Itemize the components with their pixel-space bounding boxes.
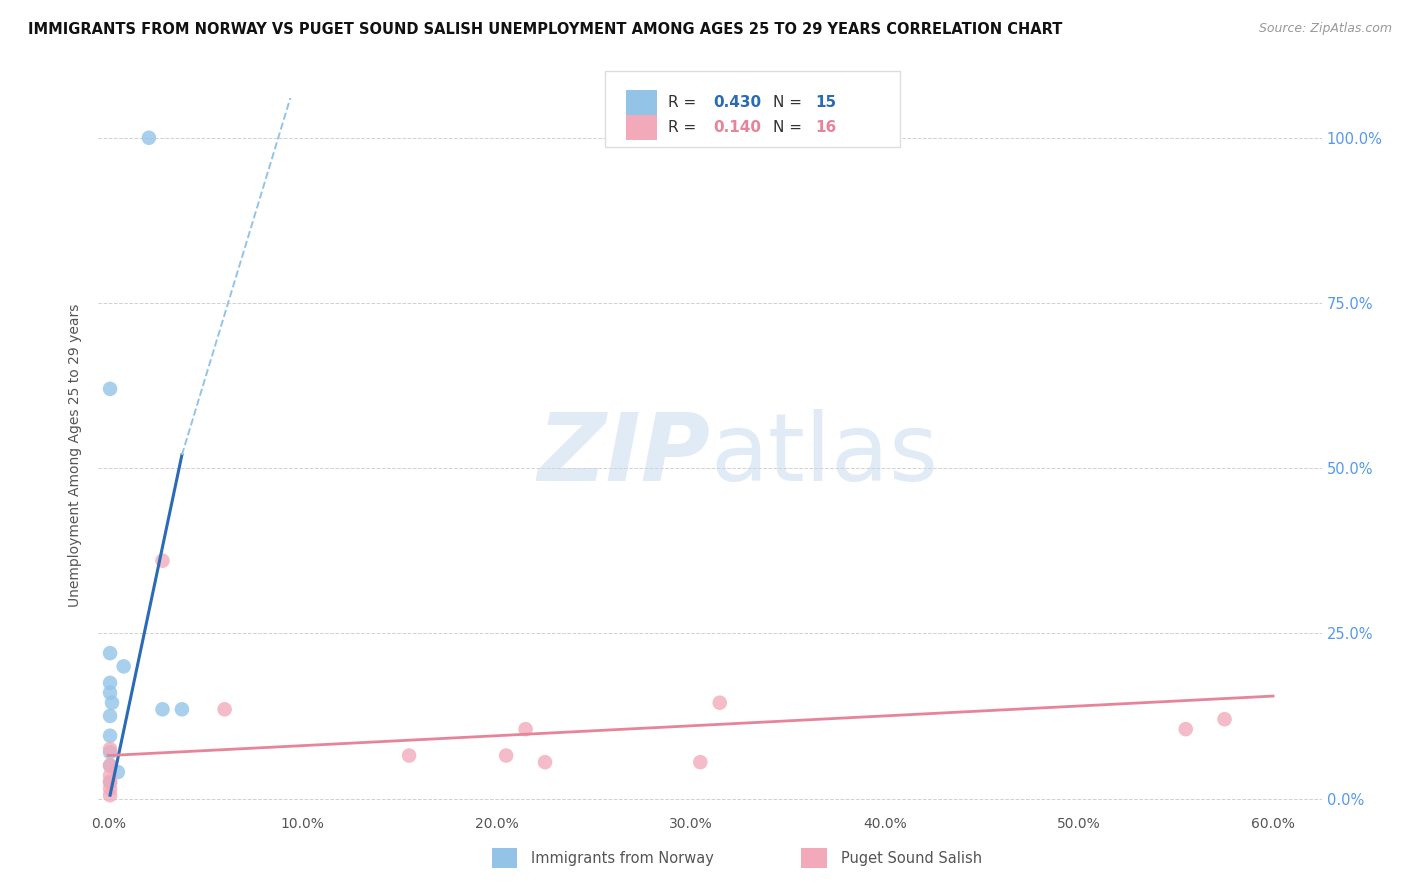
- Text: Puget Sound Salish: Puget Sound Salish: [841, 851, 981, 865]
- Point: [98, 745, 121, 759]
- Text: ZIP: ZIP: [537, 409, 710, 501]
- Point: [152, 554, 174, 568]
- Text: N =: N =: [773, 120, 807, 135]
- Text: R =: R =: [668, 95, 702, 110]
- Point: [98, 676, 121, 690]
- Text: atlas: atlas: [710, 409, 938, 501]
- Point: [709, 696, 731, 710]
- Point: [98, 686, 121, 700]
- Point: [214, 702, 236, 716]
- Point: [689, 755, 711, 769]
- Point: [152, 702, 174, 716]
- Text: IMMIGRANTS FROM NORWAY VS PUGET SOUND SALISH UNEMPLOYMENT AMONG AGES 25 TO 29 YE: IMMIGRANTS FROM NORWAY VS PUGET SOUND SA…: [28, 22, 1063, 37]
- Text: Immigrants from Norway: Immigrants from Norway: [531, 851, 714, 865]
- Point: [98, 775, 121, 789]
- Point: [534, 755, 557, 769]
- Text: 15: 15: [815, 95, 837, 110]
- Point: [98, 788, 121, 802]
- Text: N =: N =: [773, 95, 807, 110]
- Text: 16: 16: [815, 120, 837, 135]
- Point: [98, 781, 121, 796]
- Point: [98, 758, 121, 772]
- Point: [398, 748, 420, 763]
- Point: [1174, 722, 1197, 736]
- Point: [98, 768, 121, 782]
- Text: 0.140: 0.140: [713, 120, 761, 135]
- Point: [98, 646, 121, 660]
- Text: R =: R =: [668, 120, 702, 135]
- Point: [170, 702, 193, 716]
- Text: 0.430: 0.430: [713, 95, 761, 110]
- Point: [495, 748, 517, 763]
- Y-axis label: Unemployment Among Ages 25 to 29 years: Unemployment Among Ages 25 to 29 years: [69, 303, 83, 607]
- Point: [98, 742, 121, 756]
- Text: Source: ZipAtlas.com: Source: ZipAtlas.com: [1258, 22, 1392, 36]
- Point: [515, 722, 537, 736]
- Point: [98, 709, 121, 723]
- Point: [98, 775, 121, 789]
- Point: [138, 130, 160, 145]
- Point: [112, 659, 135, 673]
- Point: [98, 758, 121, 772]
- Point: [98, 382, 121, 396]
- Point: [98, 729, 121, 743]
- Point: [1213, 712, 1236, 726]
- Point: [101, 696, 124, 710]
- Point: [107, 765, 129, 780]
